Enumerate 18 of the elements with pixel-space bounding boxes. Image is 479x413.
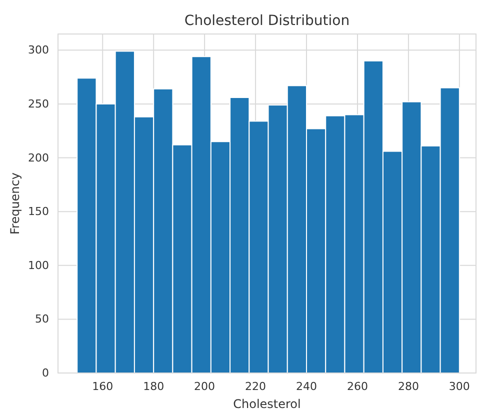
y-tick-label: 50 [35, 312, 49, 326]
y-tick-label: 300 [28, 44, 49, 57]
y-tick-label: 0 [42, 366, 49, 380]
x-axis-title: Cholesterol [233, 397, 301, 411]
x-tick-label: 260 [346, 380, 368, 393]
y-axis-title: Frequency [8, 172, 22, 234]
x-tick-label: 180 [143, 380, 164, 393]
y-tick-label: 250 [28, 97, 49, 110]
x-tick-label: 220 [245, 380, 266, 393]
chart-title: Cholesterol Distribution [184, 13, 350, 29]
y-tick-label: 100 [28, 258, 49, 272]
x-tick-label: 280 [398, 380, 419, 393]
x-tick-label: 240 [296, 380, 318, 393]
x-tick-label: 160 [92, 380, 114, 393]
x-tick-label: 200 [194, 380, 216, 393]
y-tick-label: 150 [28, 205, 49, 218]
x-tick-label: 300 [448, 380, 470, 393]
y-tick-label: 200 [28, 151, 49, 164]
